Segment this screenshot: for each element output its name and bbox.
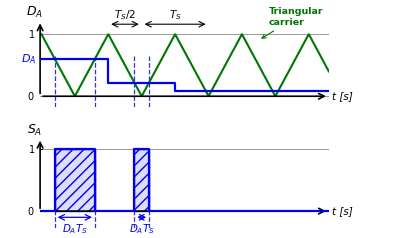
Text: $T_S/2$: $T_S/2$	[114, 8, 136, 22]
Text: $0$: $0$	[27, 205, 35, 217]
Text: $S_A$: $S_A$	[27, 123, 43, 138]
Text: t [s]: t [s]	[332, 91, 353, 101]
Text: $1$: $1$	[28, 143, 35, 155]
Text: $D_A$: $D_A$	[26, 5, 43, 20]
Text: $T_S$: $T_S$	[169, 8, 182, 22]
Text: $D_A$: $D_A$	[21, 52, 37, 66]
Text: $D_A T_S$: $D_A T_S$	[129, 222, 155, 236]
Text: $1$: $1$	[28, 28, 35, 40]
Bar	[55, 149, 95, 211]
Text: $0$: $0$	[27, 90, 35, 102]
Bar	[134, 149, 149, 211]
Text: Triangular
carrier: Triangular carrier	[262, 7, 323, 38]
Text: t [s]: t [s]	[332, 206, 353, 216]
Text: $D_A T_S$: $D_A T_S$	[62, 222, 88, 236]
